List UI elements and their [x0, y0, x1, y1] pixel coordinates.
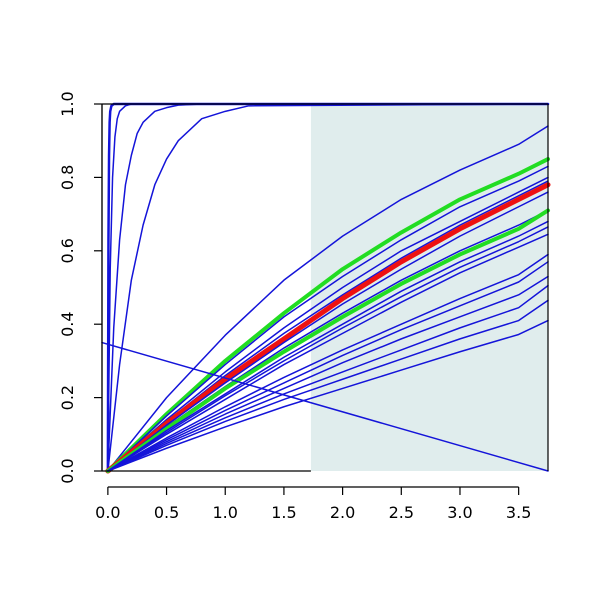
series-line-5 [107, 125, 549, 472]
y-tick-label-4: 0.8 [58, 165, 77, 190]
series-line-13 [105, 208, 550, 473]
x-tick-label-7: 3.5 [506, 503, 531, 522]
series-line-23 [101, 341, 549, 472]
y-tick-label-0: 0.0 [58, 458, 77, 483]
series-line-22 [107, 319, 549, 472]
series-line-7 [107, 165, 549, 472]
x-tick-label-2: 1.0 [213, 503, 238, 522]
series-line-3 [107, 103, 549, 472]
x-tick-label-5: 2.5 [389, 503, 414, 522]
axes-layer: 0.0 0.2 0.4 0.6 0.8 1.0 0.0 0.5 1.0 1.5 2.0 2.5 3.0 3… [58, 91, 549, 522]
x-tick-label-1: 0.5 [154, 503, 179, 522]
series-line-17 [107, 253, 549, 472]
series-layer [101, 102, 551, 474]
y-tick-label-5: 1.0 [58, 91, 77, 116]
x-tick-label-4: 2.0 [330, 503, 355, 522]
series-line-10 [105, 182, 551, 474]
series-line-16 [107, 233, 549, 472]
series-line-8 [107, 176, 549, 472]
series-line-19 [107, 275, 549, 472]
y-tick-label-3: 0.6 [58, 238, 77, 263]
x-tick-label-6: 3.0 [447, 503, 472, 522]
x-tick-label-0: 0.0 [95, 503, 120, 522]
x-tick-label-3: 1.5 [271, 503, 296, 522]
series-line-21 [107, 299, 549, 472]
series-line-4 [107, 103, 549, 472]
y-tick-label-1: 0.2 [58, 385, 77, 410]
series-line-6 [105, 157, 550, 473]
y-tick-label-2: 0.4 [58, 311, 77, 336]
series-line-15 [107, 226, 549, 472]
series-line-20 [107, 284, 549, 472]
series-line-18 [107, 261, 549, 472]
series-line-14 [107, 220, 549, 472]
series-line-11 [107, 191, 549, 472]
